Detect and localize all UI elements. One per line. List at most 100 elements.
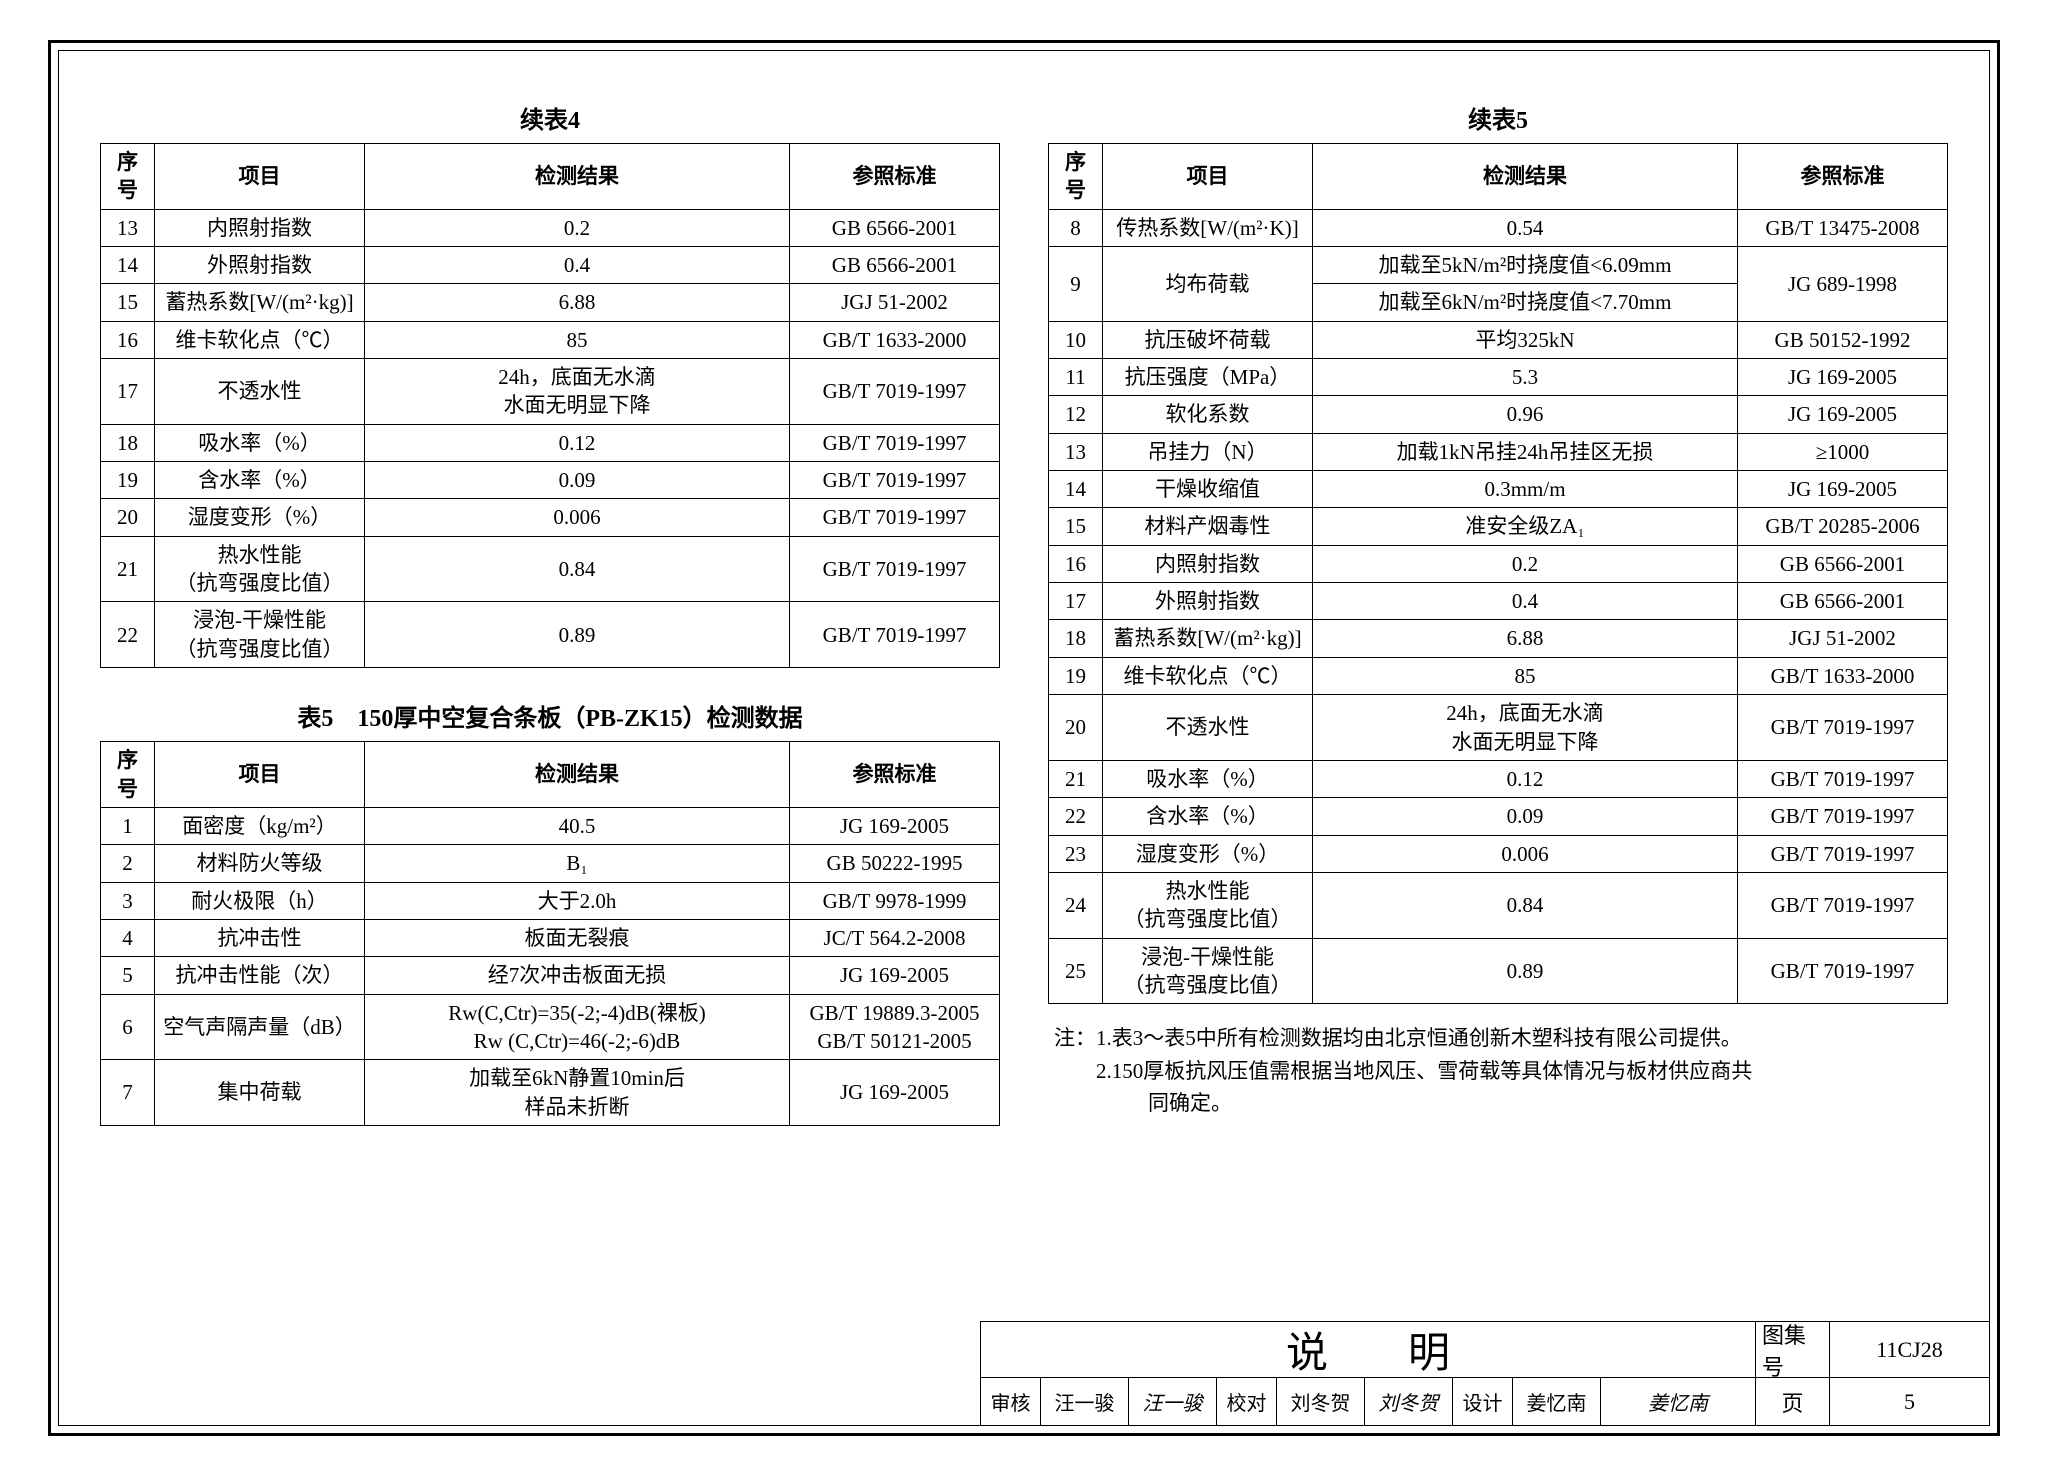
- cell-seq: 21: [101, 536, 155, 602]
- cell-item: 集中荷载: [155, 1060, 365, 1126]
- table-row: 18蓄热系数[W/(m²·kg)]6.88JGJ 51-2002: [1049, 620, 1948, 657]
- cell-item: 吊挂力（N）: [1103, 433, 1313, 470]
- table-row: 17不透水性24h，底面无水滴水面无明显下降GB/T 7019-1997: [101, 359, 1000, 425]
- left-column: 续表4 序号 项目 检测结果 参照标准 13内照射指数0.2GB 6566-20…: [100, 90, 1000, 1130]
- cell-result: 85: [1313, 657, 1738, 694]
- cell-item: 浸泡-干燥性能（抗弯强度比值）: [1103, 938, 1313, 1004]
- cell-item: 不透水性: [1103, 695, 1313, 761]
- cell-item: 维卡软化点（℃）: [155, 321, 365, 358]
- cell-seq: 9: [1049, 247, 1103, 322]
- audit-name: 汪一骏: [1041, 1378, 1129, 1426]
- cell-result: 0.84: [365, 536, 790, 602]
- cell-item: 耐火极限（h）: [155, 882, 365, 919]
- table4: 序号 项目 检测结果 参照标准 13内照射指数0.2GB 6566-200114…: [100, 143, 1000, 668]
- cell-standard: GB/T 7019-1997: [1738, 760, 1948, 797]
- atlas-value: 11CJ28: [1830, 1322, 1990, 1378]
- cell-standard: JG 689-1998: [1738, 247, 1948, 322]
- cell-result: 0.12: [1313, 760, 1738, 797]
- cell-result: 加载至6kN静置10min后样品未折断: [365, 1060, 790, 1126]
- cell-seq: 14: [101, 247, 155, 284]
- cell-seq: 11: [1049, 359, 1103, 396]
- cell-item: 浸泡-干燥性能（抗弯强度比值）: [155, 602, 365, 668]
- table-row: 9均布荷载加载至5kN/m²时挠度值<6.09mmJG 689-1998: [1049, 247, 1948, 284]
- cell-standard: JG 169-2005: [1738, 396, 1948, 433]
- cell-result: 0.4: [365, 247, 790, 284]
- cell-seq: 10: [1049, 321, 1103, 358]
- table-row: 24热水性能（抗弯强度比值）0.84GB/T 7019-1997: [1049, 872, 1948, 938]
- page-value: 5: [1830, 1378, 1990, 1426]
- cell-seq: 5: [101, 957, 155, 994]
- cell-result: 加载至6kN/m²时挠度值<7.70mm: [1313, 284, 1738, 321]
- cell-result: 40.5: [365, 807, 790, 844]
- check-label: 校对: [1217, 1378, 1277, 1426]
- table-header-row: 序号 项目 检测结果 参照标准: [101, 144, 1000, 210]
- cell-standard: JG 169-2005: [790, 957, 1000, 994]
- cell-seq: 19: [1049, 657, 1103, 694]
- cell-standard: GB/T 7019-1997: [1738, 835, 1948, 872]
- table5b-title: 续表5: [1048, 100, 1948, 135]
- table-row: 21热水性能（抗弯强度比值）0.84GB/T 7019-1997: [101, 536, 1000, 602]
- cell-item: 维卡软化点（℃）: [1103, 657, 1313, 694]
- cell-item: 空气声隔声量（dB）: [155, 994, 365, 1060]
- cell-seq: 12: [1049, 396, 1103, 433]
- cell-seq: 2: [101, 845, 155, 882]
- table-row: 2材料防火等级B₁GB 50222-1995: [101, 845, 1000, 882]
- cell-seq: 1: [101, 807, 155, 844]
- table-row: 25浸泡-干燥性能（抗弯强度比值）0.89GB/T 7019-1997: [1049, 938, 1948, 1004]
- cell-result: 0.2: [1313, 545, 1738, 582]
- th-result: 检测结果: [1313, 144, 1738, 210]
- cell-seq: 20: [101, 499, 155, 536]
- cell-item: 材料防火等级: [155, 845, 365, 882]
- cell-seq: 4: [101, 919, 155, 956]
- cell-seq: 18: [101, 424, 155, 461]
- cell-standard: GB/T 7019-1997: [790, 462, 1000, 499]
- table4-title: 续表4: [100, 100, 1000, 135]
- cell-result: 大于2.0h: [365, 882, 790, 919]
- cell-item: 湿度变形（%）: [155, 499, 365, 536]
- table-row: 13吊挂力（N）加载1kN吊挂24h吊挂区无损≥1000: [1049, 433, 1948, 470]
- cell-standard: GB/T 7019-1997: [790, 602, 1000, 668]
- th-standard: 参照标准: [790, 144, 1000, 210]
- audit-label: 审核: [981, 1378, 1041, 1426]
- cell-seq: 13: [1049, 433, 1103, 470]
- right-column: 续表5 序号 项目 检测结果 参照标准 8传热系数[W/(m²·K)]0.54G…: [1048, 90, 1948, 1130]
- cell-result: Rw(C,Ctr)=35(-2;-4)dB(裸板)Rw (C,Ctr)=46(-…: [365, 994, 790, 1060]
- table-row: 22浸泡-干燥性能（抗弯强度比值）0.89GB/T 7019-1997: [101, 602, 1000, 668]
- design-name: 姜忆南: [1513, 1378, 1601, 1426]
- table-row: 3耐火极限（h）大于2.0hGB/T 9978-1999: [101, 882, 1000, 919]
- cell-seq: 21: [1049, 760, 1103, 797]
- th-item: 项目: [155, 742, 365, 808]
- cell-seq: 22: [1049, 798, 1103, 835]
- cell-item: 吸水率（%）: [155, 424, 365, 461]
- cell-standard: GB/T 1633-2000: [1738, 657, 1948, 694]
- table-row: 10抗压破坏荷载平均325kNGB 50152-1992: [1049, 321, 1948, 358]
- th-standard: 参照标准: [1738, 144, 1948, 210]
- cell-item: 湿度变形（%）: [1103, 835, 1313, 872]
- cell-standard: GB/T 7019-1997: [1738, 798, 1948, 835]
- cell-seq: 13: [101, 209, 155, 246]
- cell-result: 经7次冲击板面无损: [365, 957, 790, 994]
- table-row: 17外照射指数0.4GB 6566-2001: [1049, 583, 1948, 620]
- cell-seq: 18: [1049, 620, 1103, 657]
- cell-standard: JC/T 564.2-2008: [790, 919, 1000, 956]
- table-row: 12软化系数0.96JG 169-2005: [1049, 396, 1948, 433]
- cell-result: 加载1kN吊挂24h吊挂区无损: [1313, 433, 1738, 470]
- cell-standard: GB 6566-2001: [1738, 545, 1948, 582]
- th-result: 检测结果: [365, 742, 790, 808]
- cell-standard: GB 50222-1995: [790, 845, 1000, 882]
- note-line-2: 2.150厚板抗风压值需根据当地风压、雪荷载等具体情况与板材供应商共: [1096, 1055, 1948, 1088]
- cell-standard: GB/T 19889.3-2005GB/T 50121-2005: [790, 994, 1000, 1060]
- cell-item: 均布荷载: [1103, 247, 1313, 322]
- cell-result: 24h，底面无水滴水面无明显下降: [365, 359, 790, 425]
- table-row: 18吸水率（%）0.12GB/T 7019-1997: [101, 424, 1000, 461]
- check-signature: 刘冬贺: [1365, 1378, 1453, 1426]
- cell-standard: GB/T 7019-1997: [1738, 872, 1948, 938]
- cell-item: 干燥收缩值: [1103, 471, 1313, 508]
- audit-signature: 汪一骏: [1129, 1378, 1217, 1426]
- design-signature: 姜忆南: [1601, 1378, 1756, 1426]
- table-row: 22含水率（%）0.09GB/T 7019-1997: [1049, 798, 1948, 835]
- cell-item: 含水率（%）: [1103, 798, 1313, 835]
- cell-seq: 24: [1049, 872, 1103, 938]
- design-label: 设计: [1453, 1378, 1513, 1426]
- table5a-title: 表5 150厚中空复合条板（PB-ZK15）检测数据: [100, 698, 1000, 733]
